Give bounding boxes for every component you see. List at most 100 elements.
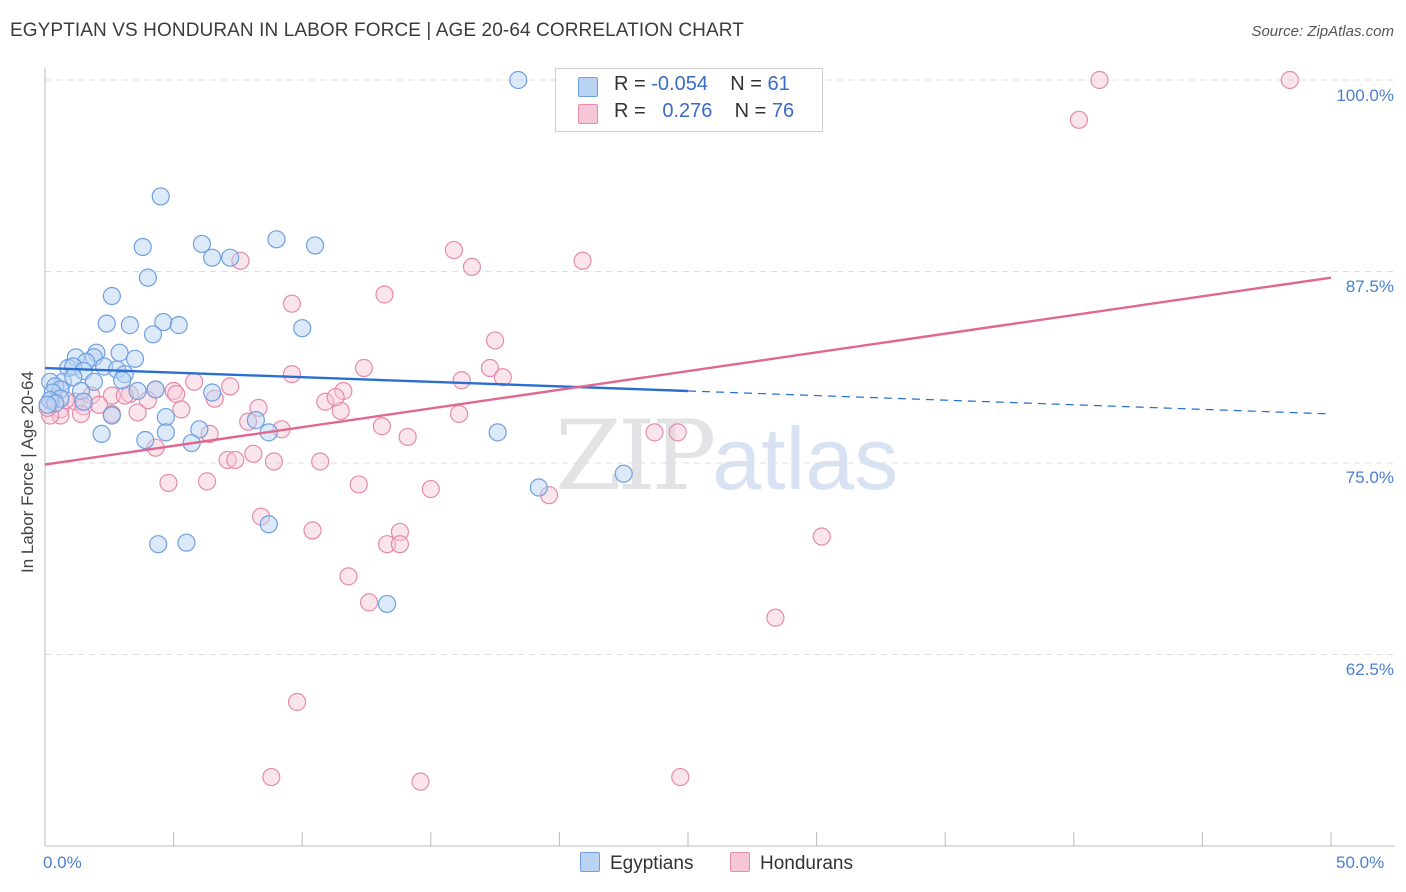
point-egyptian [102, 286, 121, 306]
point-egyptian [92, 424, 111, 443]
point-honduran [331, 401, 350, 421]
point-honduran [462, 257, 482, 277]
point-egyptian [156, 423, 175, 442]
point-egyptian [143, 325, 163, 344]
point-honduran [812, 527, 831, 546]
point-egyptian [246, 411, 266, 430]
point-egyptian [128, 381, 147, 401]
trendline-egyptians-projection [687, 390, 1332, 415]
point-honduran [226, 450, 245, 470]
point-egyptian [149, 535, 168, 554]
point-honduran [354, 358, 374, 378]
bottom-legend-label-egyptians: Egyptians [610, 853, 694, 874]
watermark-atlas: atlas [712, 409, 899, 508]
legend-n-label: N = [730, 73, 762, 95]
point-egyptian [151, 187, 170, 206]
point-egyptian [267, 230, 286, 249]
point-honduran [128, 403, 147, 422]
point-honduran [287, 692, 307, 712]
point-egyptian [84, 372, 103, 391]
point-honduran [486, 331, 505, 350]
point-honduran [164, 381, 183, 401]
point-egyptian [259, 515, 278, 534]
point-egyptian [221, 248, 240, 267]
y-tick-label: 62.5% [1345, 660, 1394, 679]
legend-r-label: R = [614, 100, 646, 122]
point-honduran [264, 452, 284, 471]
x-tick-label: 0.0% [43, 853, 82, 872]
point-egyptian [177, 533, 196, 552]
point-egyptian [113, 371, 132, 390]
legend-swatch-egyptians [578, 77, 598, 97]
y-tick-label: 87.5% [1345, 277, 1394, 296]
point-honduran [185, 372, 204, 391]
bottom-legend-swatch-egyptians [580, 852, 600, 872]
point-honduran [372, 417, 392, 436]
point-egyptian [110, 343, 129, 362]
point-egyptian [138, 268, 157, 287]
bottom-legend-label-hondurans: Hondurans [760, 853, 853, 874]
legend-n-label: N = [734, 100, 767, 122]
point-egyptian [102, 406, 121, 425]
point-egyptian [125, 349, 145, 368]
point-honduran [421, 479, 440, 499]
point-honduran [316, 392, 335, 411]
trendline-hondurans [44, 276, 1332, 466]
point-honduran [444, 240, 464, 260]
point-honduran [359, 593, 379, 612]
point-honduran [573, 251, 592, 270]
point-honduran [282, 294, 302, 313]
point-honduran [390, 535, 410, 554]
point-egyptian [97, 314, 116, 333]
correlation-legend: R = -0.054 N = 61 R = 0.276 N = 76 [555, 68, 823, 132]
point-honduran [349, 475, 368, 494]
point-honduran [167, 384, 186, 404]
point-honduran [671, 767, 690, 787]
point-egyptian [38, 395, 57, 414]
watermark-zip: ZIP [555, 400, 716, 512]
point-honduran [493, 368, 512, 387]
point-honduran [339, 567, 358, 586]
y-tick-label: 75.0% [1345, 468, 1394, 487]
bottom-legend-egyptians: Egyptians [580, 852, 693, 875]
point-honduran [766, 608, 785, 627]
point-egyptian [529, 478, 548, 497]
point-honduran [218, 450, 237, 470]
point-honduran [244, 444, 263, 463]
point-egyptian [133, 237, 152, 257]
point-honduran [452, 371, 471, 390]
point-egyptian [377, 594, 397, 614]
point-honduran [375, 285, 394, 304]
source-credit: Source: ZipAtlas.com [1251, 23, 1394, 40]
point-honduran [1280, 70, 1299, 90]
point-egyptian [488, 423, 507, 442]
x-tick-label: 50.0% [1336, 853, 1385, 872]
point-honduran [326, 388, 345, 407]
point-egyptian [203, 383, 222, 402]
point-honduran [303, 521, 322, 540]
point-honduran [221, 377, 240, 396]
bottom-legend-swatch-hondurans [730, 852, 750, 872]
point-honduran [668, 423, 687, 442]
chart-title: EGYPTIAN VS HONDURAN IN LABOR FORCE | AG… [10, 20, 744, 41]
y-axis-label: In Labor Force | Age 20-64 [18, 371, 37, 573]
watermark: ZIPatlas [555, 400, 898, 512]
point-honduran [377, 535, 397, 554]
point-honduran [282, 365, 302, 384]
point-honduran [1090, 70, 1109, 90]
point-egyptian [74, 392, 93, 411]
point-egyptian [614, 464, 633, 483]
point-honduran [159, 473, 178, 493]
point-egyptian [203, 248, 222, 267]
point-egyptian [156, 407, 175, 427]
point-honduran [197, 472, 217, 491]
point-honduran [449, 404, 469, 424]
legend-r-label: R = [614, 73, 646, 95]
y-axis-label-wrap: In Labor Force | Age 20-64 [18, 268, 38, 573]
point-honduran [411, 772, 430, 791]
point-honduran [262, 767, 281, 787]
point-egyptian [305, 236, 325, 255]
point-egyptian [120, 316, 139, 335]
point-honduran [172, 400, 191, 419]
